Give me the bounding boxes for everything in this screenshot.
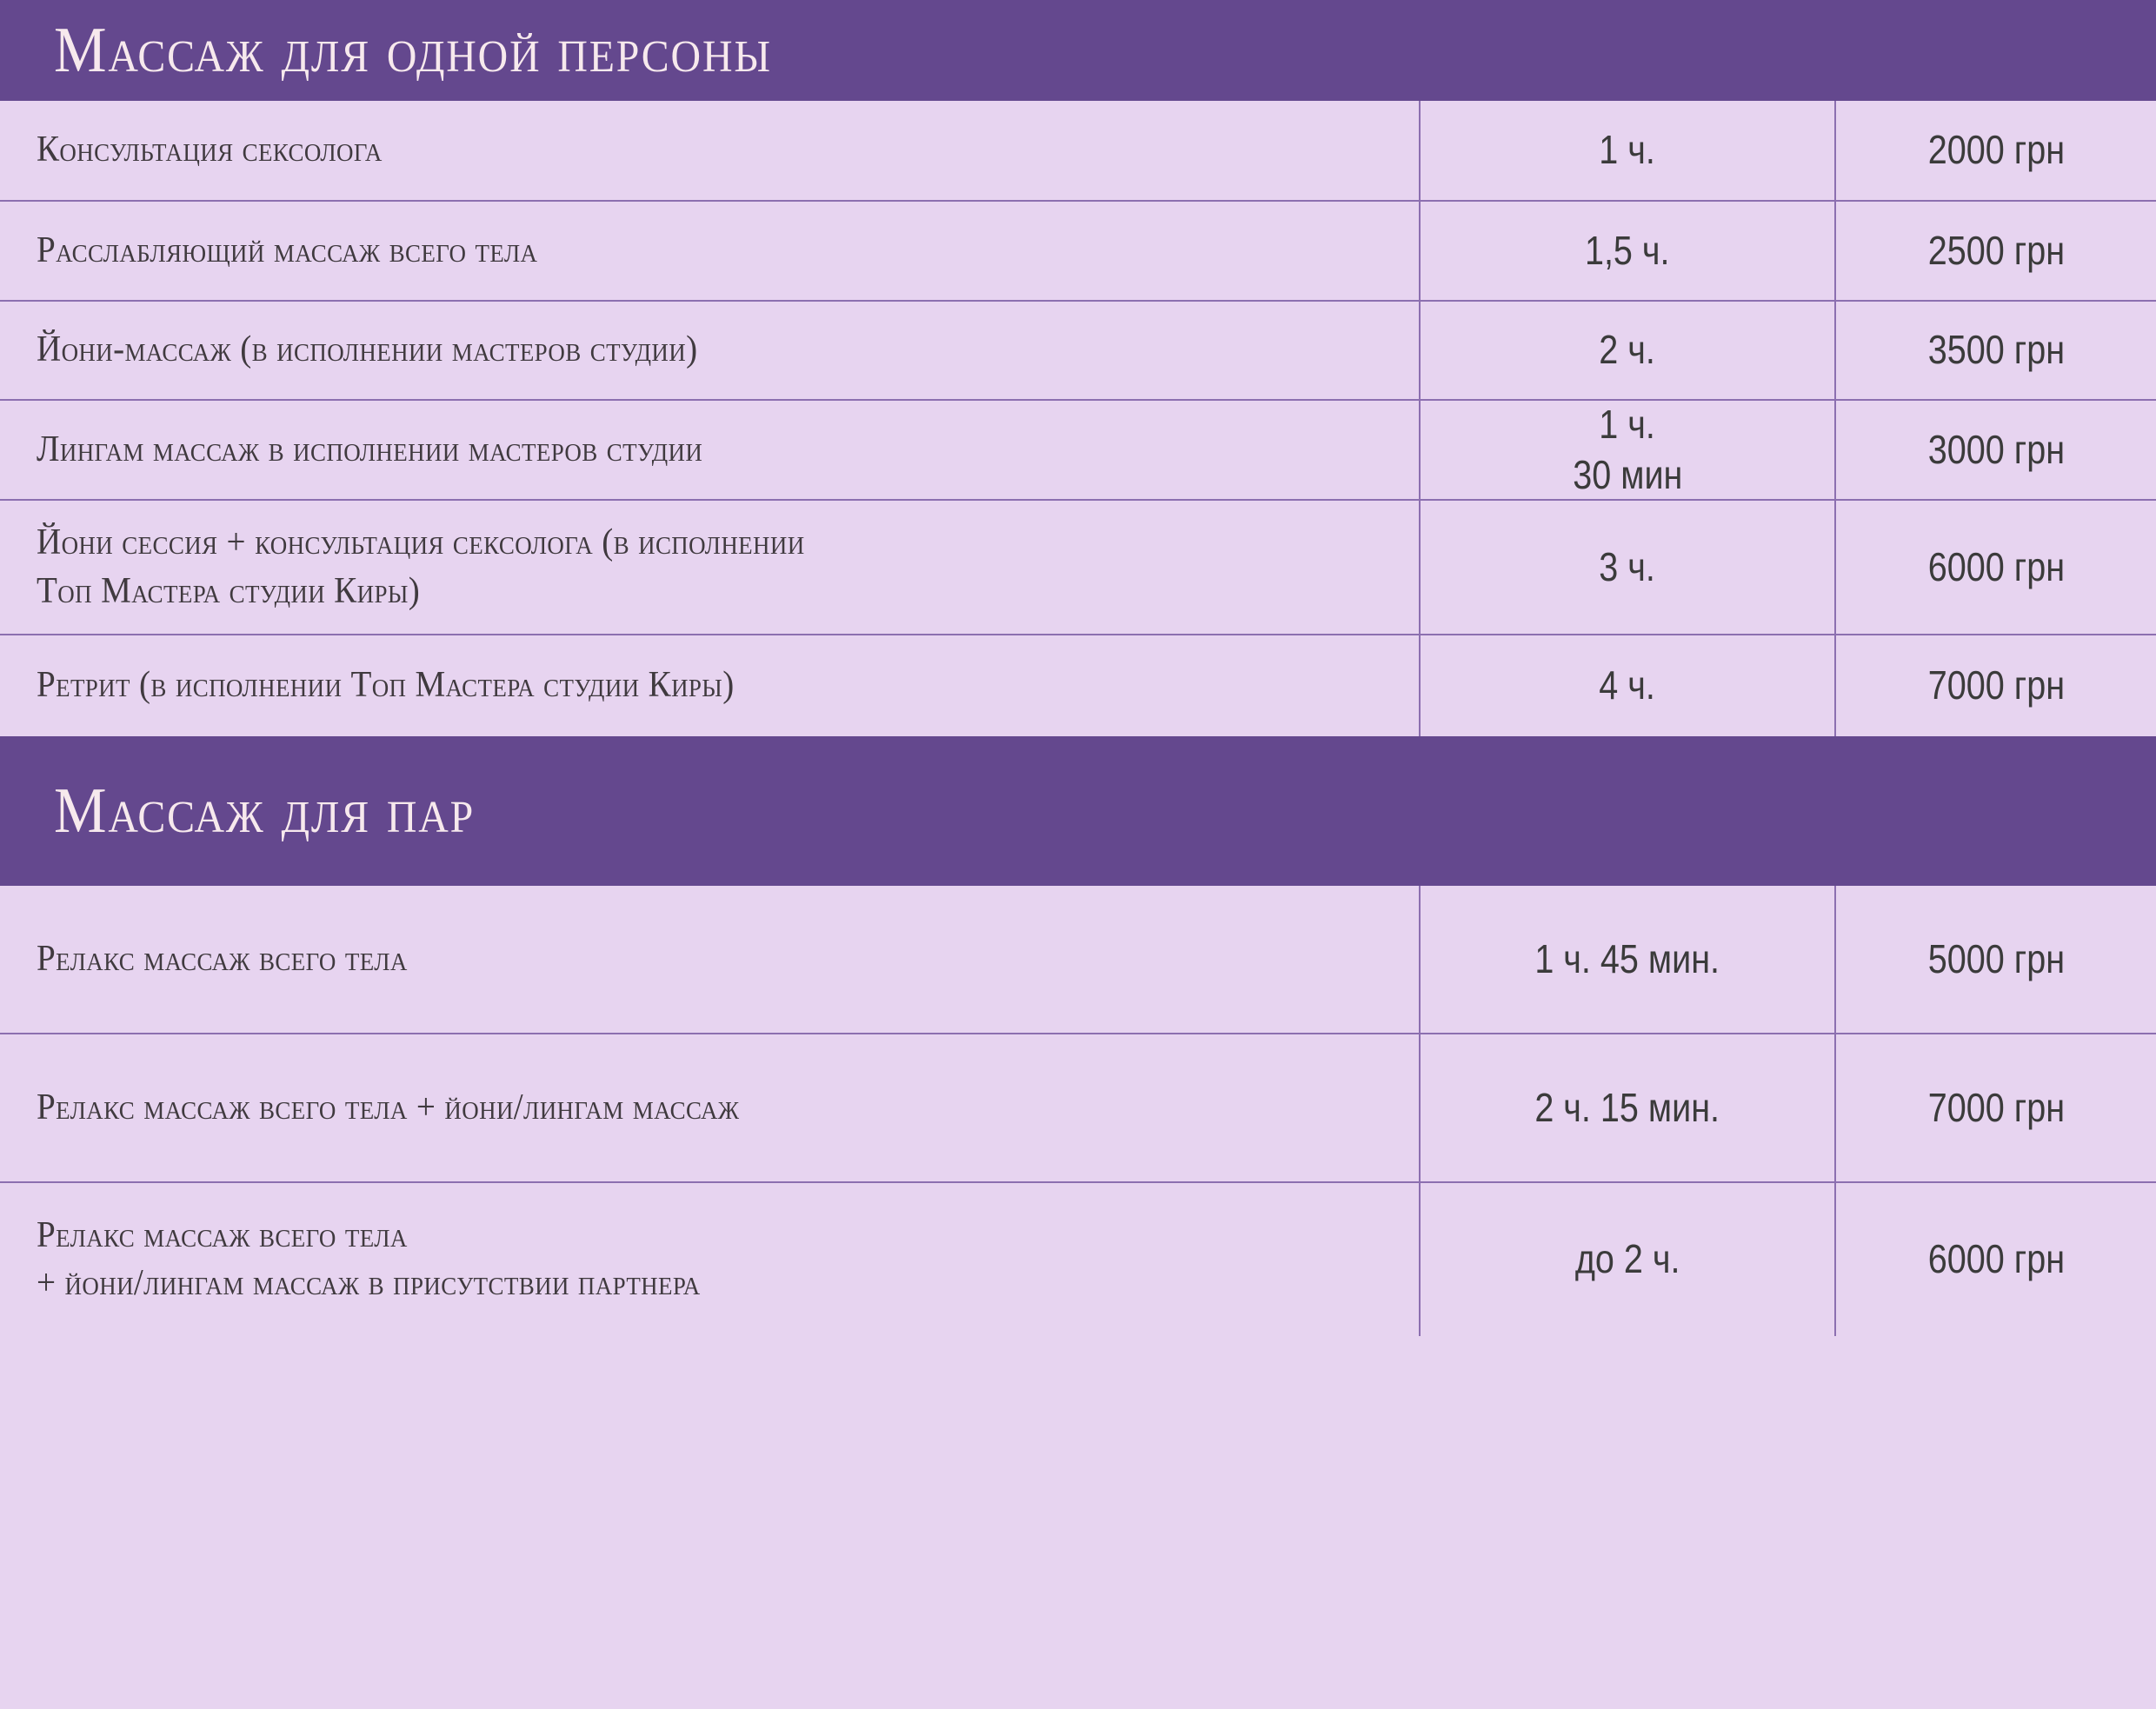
service-name-cell: Лингам массаж в исполнении мастеров студ… [0,401,1419,499]
service-duration-cell: 3 ч. [1419,501,1834,634]
price-value: 6000 грн [1927,543,2065,589]
service-price-cell: 2500 грн [1834,202,2156,300]
duration-line: до 2 ч. [1574,1236,1680,1282]
service-name-cell: Релакс массаж всего тела + йони/лингам м… [0,1183,1419,1336]
section-rows-couples: Релакс массаж всего тела 1 ч. 45 мин. 50… [0,886,2156,1336]
duration-line: 3 ч. [1599,543,1656,589]
service-price-cell: 3500 грн [1834,302,2156,399]
service-duration-cell: 1 ч. 30 мин [1419,401,1834,499]
table-row: Расслабляющий массаж всего тела 1,5 ч. 2… [0,202,2156,302]
service-name-cell: Релакс массаж всего тела + йони/лингам м… [0,1034,1419,1181]
duration-line: 2 ч. 15 мин. [1534,1084,1720,1130]
duration-line: 2 ч. [1599,327,1656,373]
service-name-cell: Консультация сексолога [0,101,1419,200]
service-name-line: Консультация сексолога [37,130,383,170]
price-value: 3500 грн [1927,327,2065,373]
duration-line: 1,5 ч. [1585,227,1670,273]
duration-line: 1 ч. [1599,127,1656,173]
duration-line: 30 мин [1572,451,1683,497]
service-name-line: Релакс массаж всего тела [37,938,408,979]
duration-line: 4 ч. [1599,662,1656,708]
section-title-solo: Массаж для одной персоны [54,15,772,86]
service-duration-cell: 1 ч. [1419,101,1834,200]
service-name-cell: Расслабляющий массаж всего тела [0,202,1419,300]
price-value: 6000 грн [1927,1236,2065,1282]
service-duration-cell: 1,5 ч. [1419,202,1834,300]
price-value: 7000 грн [1927,662,2065,708]
service-name-line: Расслабляющий массаж всего тела [37,229,538,270]
service-name-line: Релакс массаж всего тела + йони/лингам м… [37,1087,740,1127]
table-row: Релакс массаж всего тела + йони/лингам м… [0,1034,2156,1183]
table-row: Йони-массаж (в исполнении мастеров студи… [0,302,2156,401]
price-value: 5000 грн [1927,935,2065,981]
section-header-solo: Массаж для одной персоны [0,0,2156,101]
service-name-cell: Йони сессия + консультация сексолога (в … [0,501,1419,634]
service-duration-cell: до 2 ч. [1419,1183,1834,1336]
price-value: 2000 грн [1927,127,2065,173]
service-name-line: Релакс массаж всего тела [37,1214,408,1255]
price-value: 3000 грн [1927,426,2065,472]
price-value: 7000 грн [1927,1084,2065,1130]
service-name-cell: Релакс массаж всего тела [0,886,1419,1033]
service-duration-cell: 4 ч. [1419,635,1834,736]
service-price-cell: 6000 грн [1834,501,2156,634]
service-name-line: + йони/лингам массаж в присутствии партн… [37,1263,701,1303]
service-duration-cell: 2 ч. 15 мин. [1419,1034,1834,1181]
table-row: Релакс массаж всего тела + йони/лингам м… [0,1183,2156,1336]
table-row: Ретрит (в исполнении Топ Мастера студии … [0,635,2156,736]
service-price-cell: 7000 грн [1834,635,2156,736]
service-name-line: Лингам массаж в исполнении мастеров студ… [37,429,703,469]
duration-line: 1 ч. 45 мин. [1534,935,1720,981]
service-name-cell: Ретрит (в исполнении Топ Мастера студии … [0,635,1419,736]
section-title-couples: Массаж для пар [54,775,476,847]
service-duration-cell: 1 ч. 45 мин. [1419,886,1834,1033]
section-header-couples: Массаж для пар [0,736,2156,886]
duration-line: 1 ч. [1599,401,1656,447]
service-name-cell: Йони-массаж (в исполнении мастеров студи… [0,302,1419,399]
service-name-line: Йони-массаж (в исполнении мастеров студи… [37,329,698,370]
table-row: Консультация сексолога 1 ч. 2000 грн [0,101,2156,202]
service-name-line: Топ Мастера студии Киры) [37,570,421,611]
service-price-cell: 7000 грн [1834,1034,2156,1181]
service-price-cell: 6000 грн [1834,1183,2156,1336]
service-name-line: Ретрит (в исполнении Топ Мастера студии … [37,665,735,706]
section-rows-solo: Консультация сексолога 1 ч. 2000 грн Рас… [0,101,2156,736]
service-name-line: Йони сессия + консультация сексолога (в … [37,522,805,563]
price-value: 2500 грн [1927,227,2065,273]
table-row: Лингам массаж в исполнении мастеров студ… [0,401,2156,501]
table-row: Йони сессия + консультация сексолога (в … [0,501,2156,635]
service-price-cell: 2000 грн [1834,101,2156,200]
service-price-cell: 5000 грн [1834,886,2156,1033]
table-row: Релакс массаж всего тела 1 ч. 45 мин. 50… [0,886,2156,1034]
service-duration-cell: 2 ч. [1419,302,1834,399]
service-price-cell: 3000 грн [1834,401,2156,499]
